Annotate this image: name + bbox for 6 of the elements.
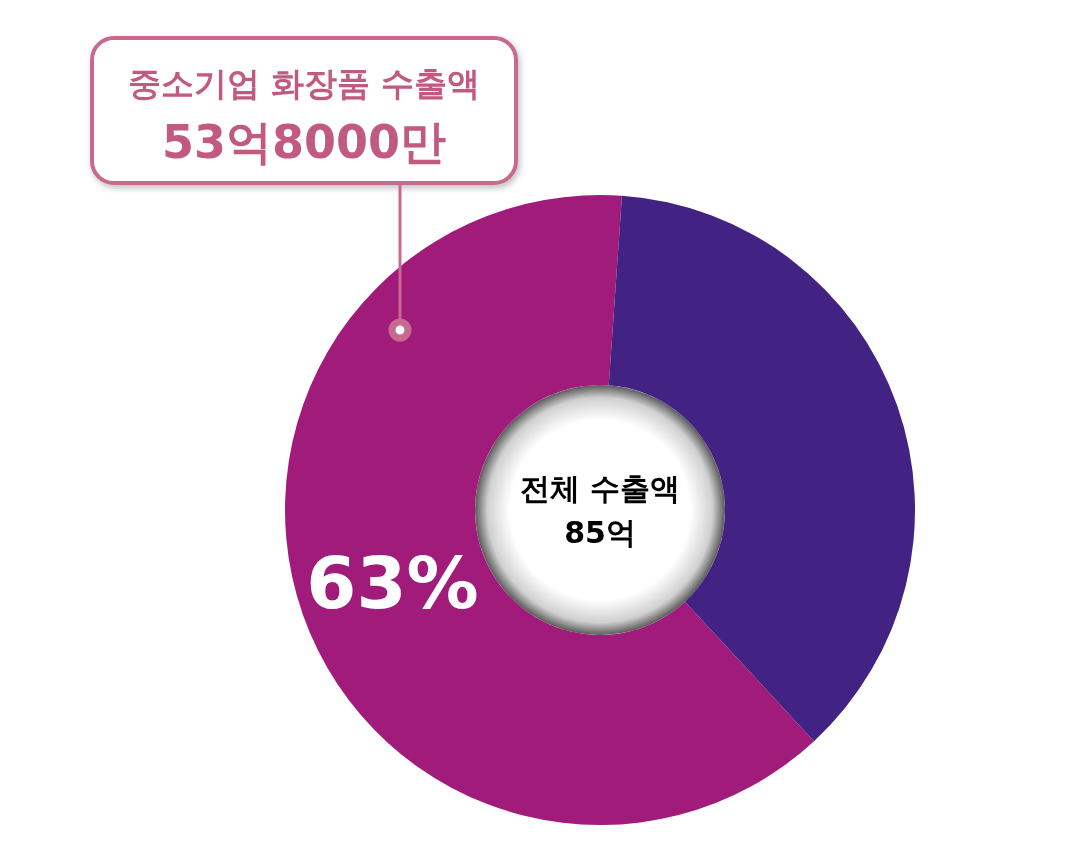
text: 85억: [564, 514, 636, 550]
text: 중소기업 화장품 수출액: [127, 64, 481, 103]
donut-slice: [285, 195, 815, 825]
text: 전체 수출액: [519, 470, 681, 506]
data-label: 63%: [306, 541, 479, 626]
text: 53억8000만: [161, 115, 447, 169]
